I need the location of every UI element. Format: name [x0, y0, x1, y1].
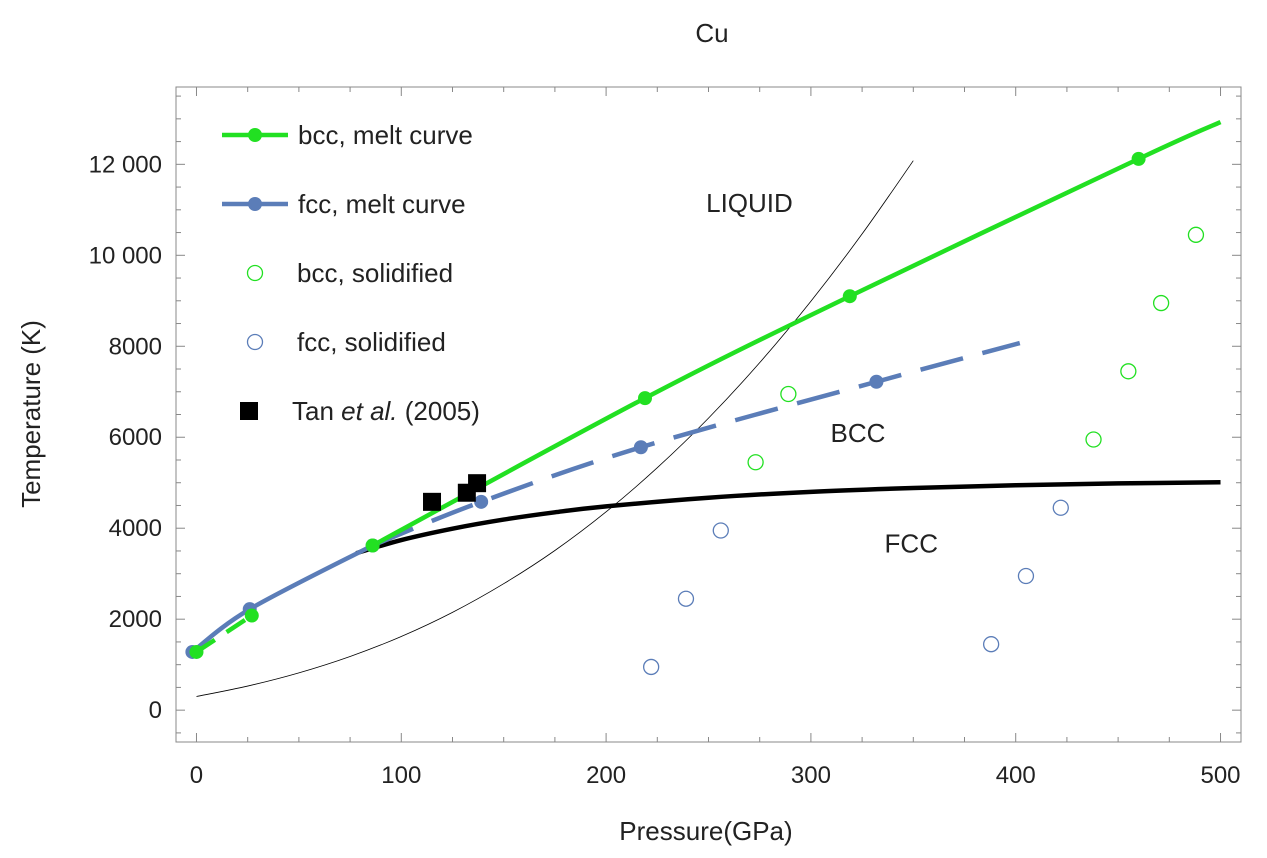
- tan-data-point: [423, 492, 442, 511]
- y-tick-label: 12 000: [89, 151, 162, 178]
- fcc-solidified-point: [982, 636, 1000, 653]
- legend-square: [240, 402, 258, 420]
- bcc-melt-curve-dashed: [195, 613, 254, 654]
- legend-entry: fcc, melt curve: [222, 189, 466, 219]
- chart-title: Cu: [695, 18, 728, 48]
- fcc-solidified-point: [643, 658, 660, 676]
- fcc-melt-curve-dashed: [371, 340, 1021, 548]
- legend-open-circle: [246, 264, 264, 282]
- legend-entry: bcc, solidified: [246, 258, 453, 288]
- legend: bcc, melt curve fcc, melt curve bcc, solid…: [222, 120, 480, 426]
- bcc-solidified-point: [1187, 226, 1205, 243]
- legend-label: fcc, solidified: [297, 327, 446, 357]
- legend-label: fcc, melt curve: [298, 189, 466, 219]
- x-tick-label: 300: [791, 762, 831, 789]
- x-axis-label: Pressure(GPa): [619, 816, 792, 846]
- fcc-solidified-point: [1017, 567, 1035, 585]
- legend-label: bcc, solidified: [297, 258, 453, 288]
- legend-entry: Tan et al. (2005): [240, 396, 480, 426]
- bcc-solidified-point: [1120, 363, 1137, 380]
- bcc-melt-point: [244, 608, 259, 623]
- fcc-solidified-point: [1052, 499, 1069, 516]
- y-tick-label: 10 000: [89, 242, 162, 269]
- bcc-solidified-point: [747, 454, 764, 471]
- region-label-liquid: LIQUID: [706, 188, 793, 218]
- legend-entry: fcc, solidified: [246, 327, 446, 357]
- bcc-melt-point: [189, 644, 204, 659]
- axis-ticks: [176, 87, 1241, 742]
- bcc-solidified-point: [1085, 431, 1102, 448]
- legend-dot: [248, 128, 262, 142]
- fcc-solidified-point: [712, 522, 729, 539]
- fcc-melt-point: [474, 494, 489, 509]
- y-axis-label: Temperature (K): [16, 320, 46, 508]
- bcc-melt-point: [1131, 151, 1146, 166]
- tan-data-point: [468, 474, 487, 493]
- region-label-fcc: FCC: [885, 528, 938, 558]
- tick-labels: 0 100 200 300 400 500 0 2000 4000 6000 8000 10 000 1…: [89, 151, 1241, 789]
- x-tick-label: 400: [996, 762, 1036, 789]
- bcc-solidified-point: [1152, 294, 1170, 312]
- y-tick-label: 6000: [109, 424, 162, 451]
- y-tick-label: 2000: [109, 606, 162, 633]
- x-tick-label: 0: [190, 762, 203, 789]
- phase-boundary-line: [355, 480, 1221, 556]
- legend-dot: [248, 197, 262, 211]
- bcc-melt-point: [638, 391, 653, 406]
- y-tick-label: 0: [149, 697, 162, 724]
- legend-label: Tan et al. (2005): [292, 396, 480, 426]
- bcc-melt-point: [842, 289, 857, 304]
- x-tick-label: 500: [1200, 762, 1240, 789]
- y-tick-label: 8000: [109, 333, 162, 360]
- legend-entry: bcc, melt curve: [222, 120, 473, 150]
- fcc-melt-point: [633, 440, 648, 455]
- thin-curve-line: [196, 160, 914, 697]
- region-labels: LIQUID BCC FCC: [706, 188, 938, 558]
- y-tick-label: 4000: [109, 515, 162, 542]
- fcc-solidified-point: [677, 590, 695, 607]
- legend-label: bcc, melt curve: [298, 120, 473, 150]
- bcc-melt-point: [365, 538, 380, 553]
- bcc-solidified-point: [780, 385, 797, 403]
- fcc-melt-point: [869, 374, 884, 389]
- region-label-bcc: BCC: [831, 418, 886, 448]
- legend-open-circle: [246, 333, 264, 351]
- markers: [185, 151, 1205, 676]
- x-tick-label: 100: [381, 762, 421, 789]
- fcc-melt-curve-solid: [191, 543, 374, 654]
- x-tick-label: 200: [586, 762, 626, 789]
